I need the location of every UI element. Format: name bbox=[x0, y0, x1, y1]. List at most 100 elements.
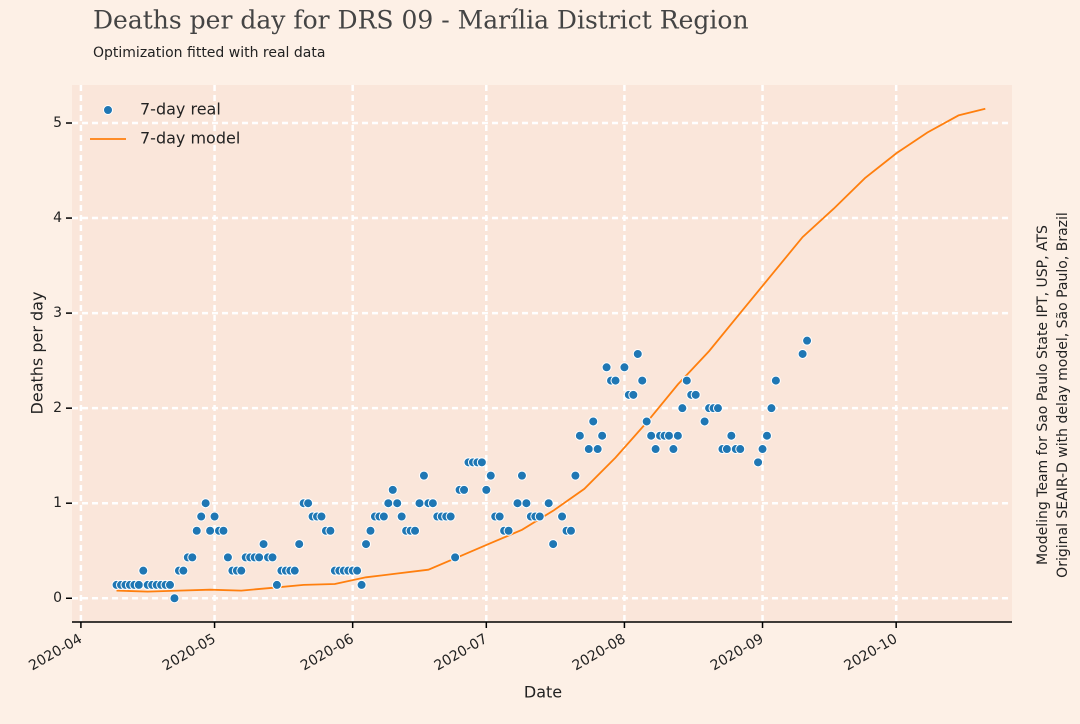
data-point bbox=[191, 525, 202, 536]
data-point bbox=[663, 430, 674, 441]
y-tick-label: 5 bbox=[53, 115, 62, 131]
y-tick-label: 1 bbox=[53, 495, 62, 511]
x-tick-label: 2020-06 bbox=[298, 631, 357, 674]
data-point bbox=[165, 579, 176, 590]
x-tick-label: 2020-04 bbox=[26, 631, 85, 674]
data-point bbox=[254, 552, 265, 563]
data-point bbox=[597, 430, 608, 441]
data-point bbox=[387, 484, 398, 495]
data-point bbox=[378, 511, 389, 522]
data-point bbox=[392, 498, 403, 509]
data-point bbox=[365, 525, 376, 536]
x-tick-label: 2020-10 bbox=[842, 631, 901, 674]
side-note: Modeling Team for Sao Paulo State IPT, U… bbox=[1035, 225, 1051, 565]
data-point bbox=[766, 403, 777, 414]
data-point bbox=[218, 525, 229, 536]
data-point bbox=[222, 552, 233, 563]
data-point bbox=[205, 525, 216, 536]
data-point bbox=[267, 552, 278, 563]
data-point bbox=[632, 348, 643, 359]
data-point bbox=[200, 498, 211, 509]
data-point bbox=[383, 498, 394, 509]
data-point bbox=[592, 444, 603, 455]
data-point bbox=[699, 416, 710, 427]
data-point bbox=[757, 444, 768, 455]
legend-marker bbox=[103, 105, 113, 115]
data-point bbox=[574, 430, 585, 441]
data-point bbox=[677, 403, 688, 414]
data-point bbox=[209, 511, 220, 522]
data-point bbox=[565, 525, 576, 536]
x-tick-label: 2020-07 bbox=[432, 631, 491, 674]
data-point bbox=[543, 498, 554, 509]
data-point bbox=[294, 539, 305, 550]
data-point bbox=[459, 484, 470, 495]
x-axis-label: Date bbox=[524, 683, 562, 702]
data-point bbox=[534, 511, 545, 522]
data-point bbox=[187, 552, 198, 563]
data-point bbox=[481, 484, 492, 495]
data-point bbox=[770, 375, 781, 386]
data-point bbox=[303, 498, 314, 509]
data-point bbox=[646, 430, 657, 441]
data-point bbox=[650, 444, 661, 455]
data-point bbox=[356, 579, 367, 590]
data-point bbox=[169, 593, 180, 604]
data-point bbox=[418, 470, 429, 481]
y-tick-label: 3 bbox=[53, 305, 62, 321]
data-point bbox=[619, 362, 630, 373]
data-point bbox=[712, 403, 723, 414]
data-point bbox=[512, 498, 523, 509]
data-point bbox=[588, 416, 599, 427]
data-point bbox=[352, 565, 363, 576]
data-point bbox=[681, 375, 692, 386]
y-tick-label: 2 bbox=[53, 400, 62, 416]
data-point bbox=[414, 498, 425, 509]
x-tick-label: 2020-09 bbox=[708, 631, 767, 674]
data-point bbox=[601, 362, 612, 373]
chart-title: Deaths per day for DRS 09 - Marília Dist… bbox=[93, 6, 749, 35]
data-point bbox=[583, 444, 594, 455]
data-point bbox=[485, 470, 496, 481]
data-point bbox=[672, 430, 683, 441]
data-point bbox=[735, 444, 746, 455]
data-point bbox=[668, 444, 679, 455]
data-point bbox=[325, 525, 336, 536]
model-line bbox=[116, 107, 986, 593]
plot-area bbox=[72, 85, 1012, 622]
x-tick-label: 2020-05 bbox=[160, 631, 219, 674]
data-point bbox=[753, 457, 764, 468]
data-point bbox=[427, 498, 438, 509]
data-point bbox=[178, 565, 189, 576]
data-point bbox=[637, 375, 648, 386]
data-point bbox=[450, 552, 461, 563]
data-point bbox=[410, 525, 421, 536]
data-point bbox=[316, 511, 327, 522]
data-point bbox=[133, 579, 144, 590]
x-tick-label: 2020-08 bbox=[570, 631, 629, 674]
data-point bbox=[610, 375, 621, 386]
data-point bbox=[236, 565, 247, 576]
data-point bbox=[503, 525, 514, 536]
data-point bbox=[271, 579, 282, 590]
data-point bbox=[476, 457, 487, 468]
data-point bbox=[797, 348, 808, 359]
side-note: Original SEAIR-D with delay model, São P… bbox=[1055, 212, 1071, 578]
legend-label: 7-day model bbox=[140, 129, 240, 148]
data-point bbox=[570, 470, 581, 481]
data-point bbox=[628, 389, 639, 400]
data-point bbox=[361, 539, 372, 550]
y-tick-label: 4 bbox=[53, 210, 62, 226]
data-point bbox=[138, 565, 149, 576]
y-axis-label: Deaths per day bbox=[28, 292, 47, 415]
data-point bbox=[548, 539, 559, 550]
data-point bbox=[690, 389, 701, 400]
legend-label: 7-day real bbox=[140, 100, 221, 119]
data-point bbox=[289, 565, 300, 576]
data-point bbox=[721, 444, 732, 455]
chart-subtitle: Optimization fitted with real data bbox=[93, 45, 325, 61]
data-point bbox=[396, 511, 407, 522]
y-tick-label: 0 bbox=[53, 590, 62, 606]
